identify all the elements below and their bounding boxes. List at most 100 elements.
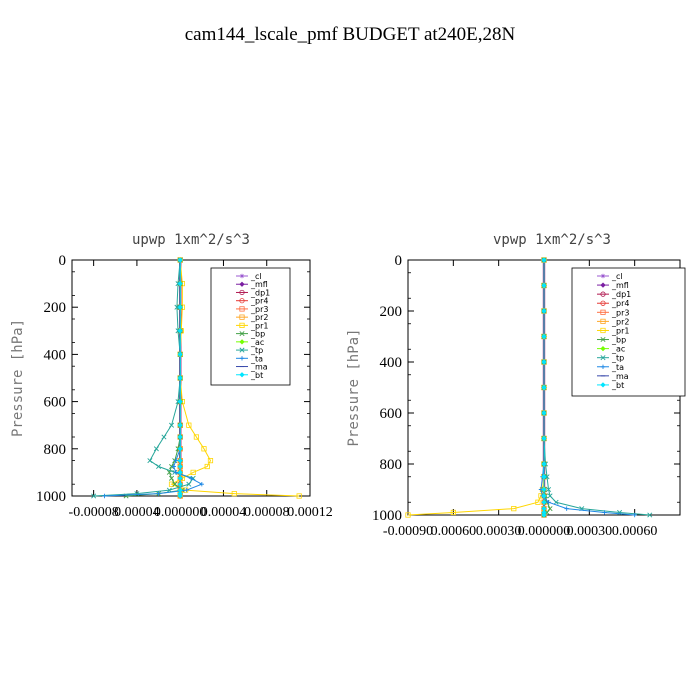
x-tick-label: 0.00030 [476, 524, 522, 539]
data-point [177, 398, 183, 405]
data-point [177, 481, 183, 487]
series-line [104, 260, 204, 497]
data-point [547, 506, 553, 512]
data-point [541, 333, 547, 340]
y-tick-label: 200 [380, 304, 403, 320]
series-line [407, 260, 545, 516]
upwp-panel: upwp 1xm^2/s^3 Pressure [hPa] 0 200 400 600 80… [10, 232, 333, 520]
legend-marker [239, 298, 245, 304]
data-point [541, 308, 547, 314]
data-point [177, 469, 183, 476]
data-point [173, 470, 179, 475]
legend-label: _ma [611, 372, 629, 381]
data-point [553, 499, 559, 505]
legend-label: _pr1 [611, 326, 629, 335]
legend-label: _ma [250, 363, 268, 372]
legend-label: _ta [250, 354, 263, 363]
data-point [177, 351, 183, 358]
data-point [161, 434, 167, 440]
legend-marker [600, 327, 606, 334]
series-bt [541, 257, 547, 518]
legend-label: _mfl [611, 281, 629, 290]
legend-marker [600, 318, 606, 324]
data-point [156, 491, 161, 496]
data-point [541, 512, 547, 518]
legend-marker [600, 309, 606, 315]
x-tick-label: -0.00090 [383, 524, 433, 539]
legend-marker [600, 355, 606, 361]
legend-label: _mfl [250, 280, 268, 289]
legend-label: _ac [250, 338, 264, 347]
data-point [296, 493, 302, 499]
legend-label: _bt [250, 371, 263, 380]
legend-label: _pr1 [250, 321, 268, 330]
legend-label: _dp1 [250, 288, 270, 297]
data-point [147, 458, 153, 464]
data-point [186, 481, 192, 487]
data-point [541, 435, 547, 442]
legend-marker [600, 282, 606, 288]
data-point [541, 461, 547, 467]
x-tick-label: 0.00012 [287, 505, 333, 520]
data-point [450, 509, 456, 516]
y-tick-label: 800 [44, 442, 67, 458]
data-point [541, 499, 547, 505]
data-point [177, 304, 183, 310]
data-point [541, 384, 547, 391]
legend-box [571, 267, 686, 397]
data-point [546, 486, 552, 493]
x-tick-label: 0.00004 [114, 505, 160, 520]
legend-marker [239, 372, 245, 378]
data-point [184, 487, 189, 493]
data-point [544, 474, 550, 480]
data-point [153, 446, 159, 452]
data-point [156, 463, 162, 470]
y-tick-label: 200 [44, 300, 67, 316]
series-line [93, 259, 194, 497]
data-point [647, 512, 653, 518]
data-point [207, 457, 214, 464]
y-tick-label: 0 [59, 253, 67, 269]
legend-marker [600, 300, 606, 306]
legend-label: _pr3 [611, 308, 629, 317]
data-point [186, 422, 192, 428]
legend-marker [600, 337, 606, 343]
data-point [173, 458, 179, 463]
legend-marker [239, 356, 245, 361]
y-tick-label: 600 [44, 395, 67, 411]
data-point [177, 457, 183, 464]
legend-label: _pr3 [250, 305, 268, 314]
figure-title: cam144_lscale_pmf BUDGET at240E,28N [185, 24, 516, 45]
legend-label: _pr2 [250, 313, 268, 322]
legend-marker [239, 273, 245, 279]
legend: _cl_mfl_dp1_pr4_pr3_pr2_pr1_bp_ac_tp_ta_… [210, 267, 291, 386]
data-point [632, 512, 637, 518]
data-point [172, 481, 178, 487]
data-point [546, 500, 551, 505]
x-tick-label: 0.000000 [154, 505, 207, 520]
x-tick-label: 0.00060 [431, 524, 477, 539]
data-point [201, 446, 207, 452]
legend-box [210, 267, 291, 386]
series-tp [91, 257, 196, 499]
data-point [535, 499, 541, 505]
legend-marker [239, 281, 245, 287]
data-point [177, 463, 183, 470]
legend-marker [239, 339, 245, 345]
legend-label: _ta [611, 363, 624, 372]
y-axis-label: Pressure [hPa] [346, 328, 362, 446]
data-point [541, 493, 547, 499]
y-tick-label: 1000 [36, 489, 66, 505]
y-tick-label: 0 [395, 253, 403, 269]
legend-marker [239, 289, 245, 296]
legend: _cl_mfl_dp1_pr4_pr3_pr2_pr1_bp_ac_tp_ta_… [571, 267, 686, 397]
legend-label: _tp [611, 354, 624, 363]
legend-label: _pr4 [611, 299, 629, 308]
legend-label: _ac [611, 345, 625, 354]
legend-label: _bp [250, 330, 265, 339]
x-tick-label: -0.00008 [69, 505, 119, 520]
series-pr1 [405, 257, 547, 518]
series-bt [177, 257, 183, 499]
legend-label: _bp [611, 336, 626, 345]
